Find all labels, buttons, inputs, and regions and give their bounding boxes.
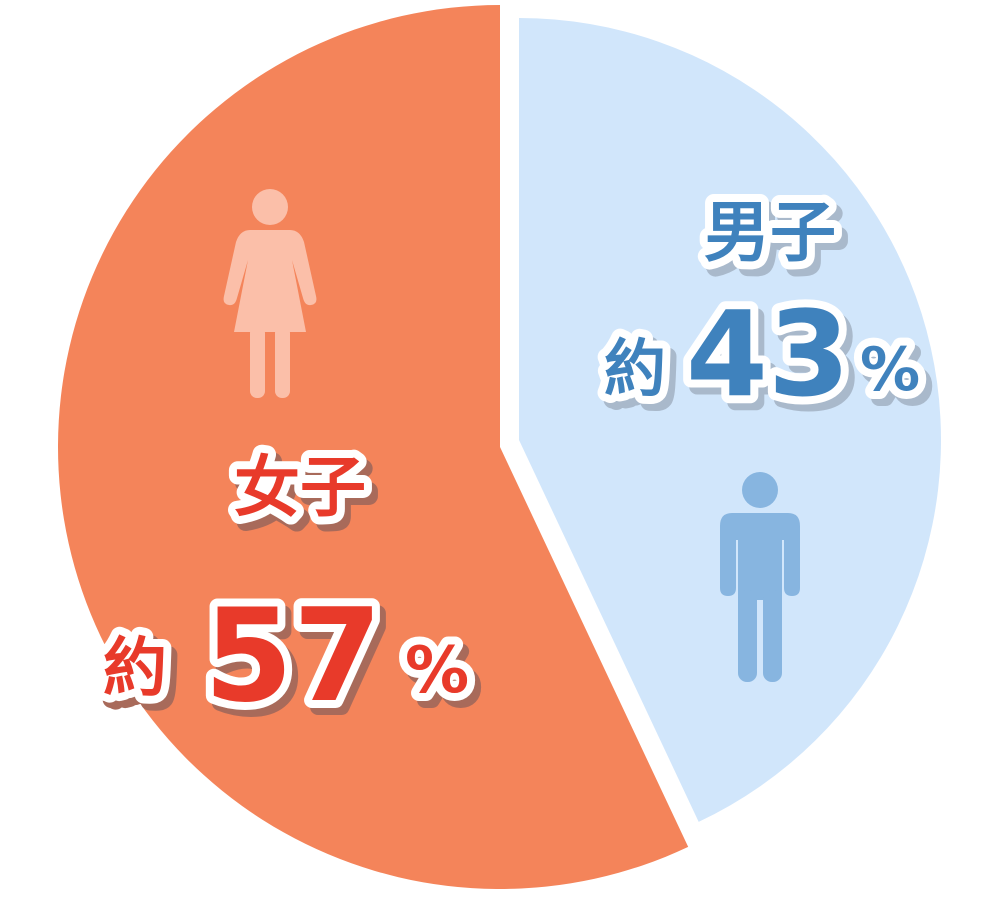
- pie-slice-male: [519, 18, 942, 822]
- female-unit: %: [405, 634, 469, 708]
- pie-slice-female: [58, 5, 689, 889]
- male-person-icon: [720, 472, 800, 682]
- female-prefix: 約: [103, 632, 167, 706]
- female-person-icon: [223, 189, 317, 398]
- female-value-label: 57: [204, 582, 382, 731]
- male-label: 男子 約 43 %: [596, 186, 928, 431]
- female-category-label: 女子: [234, 449, 366, 526]
- female-label: 女子 約 57 %: [95, 441, 477, 739]
- male-prefix: 約: [604, 332, 666, 405]
- male-category-label: 男子: [704, 194, 836, 271]
- male-unit: %: [860, 335, 920, 405]
- male-value-label: 43: [686, 285, 850, 423]
